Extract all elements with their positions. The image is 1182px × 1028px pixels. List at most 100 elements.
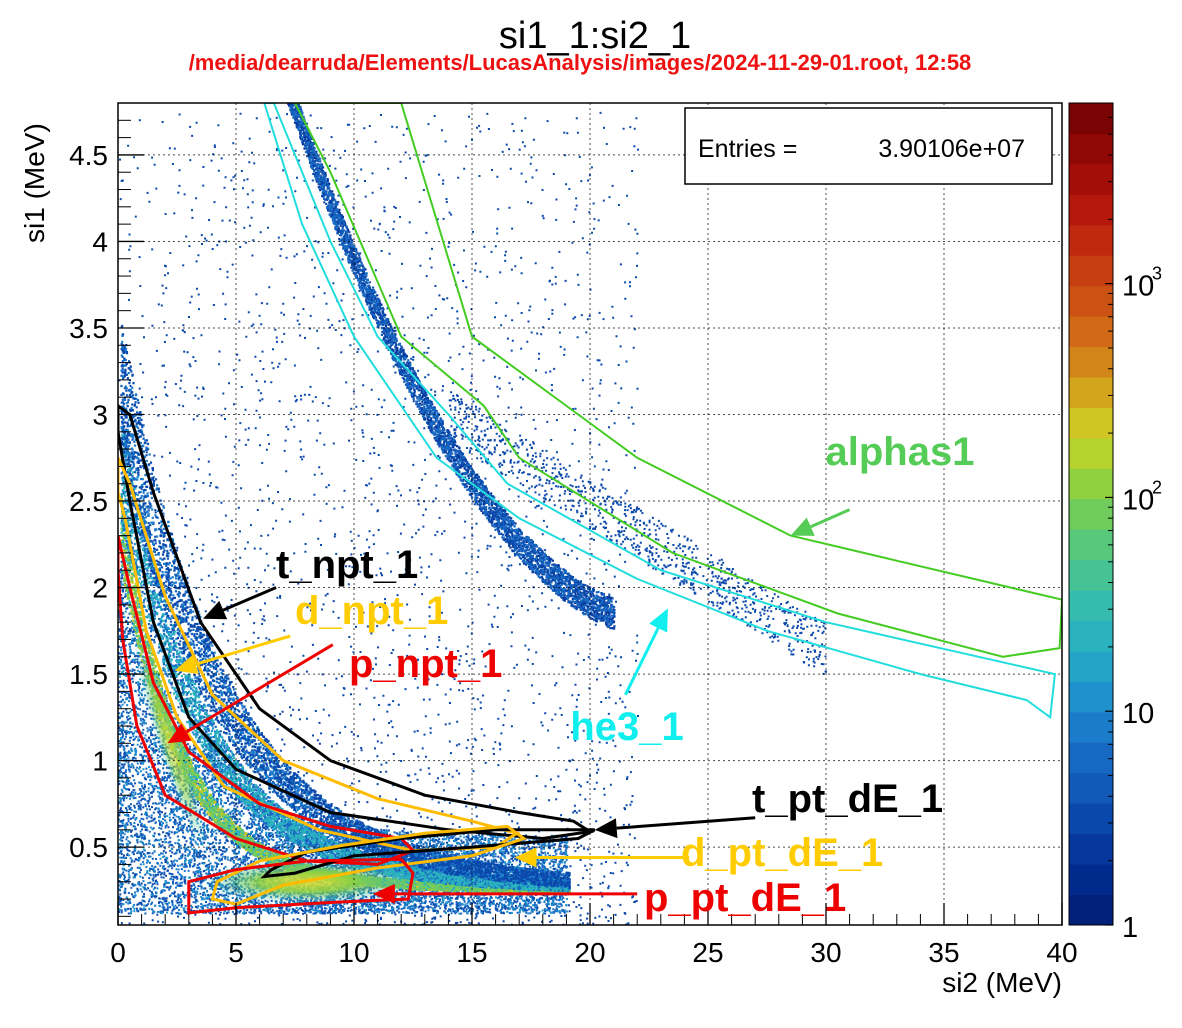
density-core-band (134, 638, 206, 848)
y-tick-label: 2.5 (69, 486, 108, 517)
stats-box-frame (684, 107, 1053, 185)
palette-swatch (1069, 346, 1113, 378)
palette-swatch (1069, 377, 1113, 408)
x-tick-label: 15 (456, 937, 487, 968)
arrowhead-p-npt-1 (167, 723, 192, 744)
cut-label-p-pt-dE-1: p_pt_dE_1 (644, 876, 846, 920)
palette-swatch (1069, 833, 1113, 865)
x-tick-label: 35 (928, 937, 959, 968)
x-tick-label: 25 (692, 937, 723, 968)
stats-entries-label: Entries = (698, 135, 797, 163)
arrow-alphas1 (810, 508, 851, 529)
palette-swatch (1069, 894, 1113, 926)
z-tick-exponent: 2 (1152, 477, 1162, 497)
chart-subtitle: /media/dearruda/Elements/LucasAnalysis/i… (189, 50, 972, 75)
arrow-d-npt-1 (195, 634, 291, 666)
arrowhead-d-npt-1 (174, 654, 199, 674)
palette-swatch (1069, 772, 1113, 804)
graphical-cuts (118, 103, 1062, 915)
y-tick-label: 4.5 (69, 140, 108, 171)
palette-frame (1068, 102, 1114, 926)
x-tick-label: 30 (810, 937, 841, 968)
palette-swatch (1069, 285, 1113, 317)
arrow-he3-1 (624, 627, 660, 696)
stats-box: Entries = 3.90106e+07 (684, 107, 1053, 185)
arrow-t-pt-dE-1 (616, 816, 756, 830)
cut-label-d-pt-dE-1: d_pt_dE_1 (681, 831, 883, 875)
x-tick-label: 20 (574, 937, 605, 968)
cut-alphas1 (293, 103, 1062, 658)
chart-title: si1_1:si2_1 (499, 15, 691, 57)
y-axis: 0.5 1 1.5 2 2.5 3 3.5 4 4.5 (69, 102, 144, 917)
stats-entries-value: 3.90106e+07 (878, 135, 1025, 163)
x-tick-label: 5 (228, 937, 244, 968)
cut-label-p-npt-1: p_npt_1 (349, 642, 502, 686)
palette-swatch (1069, 864, 1113, 896)
y-axis-label: si1 (MeV) (19, 123, 50, 243)
cut-label-he3-1: he3_1 (570, 705, 683, 749)
y-tick-label: 4 (92, 226, 108, 257)
cut-d-pt-dE-1 (210, 824, 528, 906)
palette-swatch (1069, 194, 1113, 226)
arrowhead-he3-1 (649, 608, 668, 633)
cut-p-pt-dE-1 (187, 857, 415, 915)
palette-swatch (1069, 620, 1113, 652)
arrow-p-npt-1 (185, 643, 334, 734)
cut-label-d-npt-1: d_npt_1 (295, 589, 448, 633)
palette-swatch (1069, 103, 1113, 134)
y-tick-label: 3.5 (69, 313, 108, 344)
cut-labels: alphas1 he3_1 t_npt_1d_npt_1 p_npt_1 t_pt_dE… (167, 430, 975, 920)
arrowhead-t-npt-1 (202, 600, 228, 620)
arrowhead-p-pt-dE-1 (372, 883, 395, 904)
arrow-t-npt-1 (222, 586, 277, 612)
palette-swatch (1069, 711, 1113, 743)
band-hits-1 (120, 416, 571, 893)
x-tick-label: 0 (110, 937, 126, 968)
z-tick-label: 10 (1122, 484, 1154, 516)
palette-swatch (1069, 651, 1113, 682)
density-points (448, 391, 827, 675)
palette-swatch (1069, 224, 1113, 256)
arrowhead-d-pt-dE-1 (514, 847, 537, 868)
y-tick-label: 1 (92, 746, 108, 777)
density-points (120, 416, 571, 893)
palette-swatch (1069, 437, 1113, 469)
palette-swatch (1069, 468, 1113, 500)
arrowhead-t-pt-dE-1 (594, 818, 618, 839)
palette-swatch (1069, 316, 1113, 348)
cut-he3-1 (263, 103, 1056, 720)
x-axis: 0 5 10 15 20 25 30 35 40 (110, 903, 1078, 968)
palette-swatch (1069, 559, 1113, 591)
cut-p-npt-1 (118, 535, 416, 866)
palette-swatch (1069, 407, 1113, 439)
palette-swatch (1069, 255, 1113, 287)
color-palette (1069, 103, 1113, 926)
palette-swatch (1069, 590, 1113, 622)
y-tick-label: 0.5 (69, 832, 108, 863)
cut-label-t-npt-1: t_npt_1 (276, 543, 418, 587)
y-tick-label: 3 (92, 399, 108, 430)
palette-swatch (1069, 133, 1113, 165)
x-tick-label: 40 (1046, 937, 1077, 968)
z-tick-label: 10 (1122, 698, 1154, 730)
z-tick-label: 1 (1122, 912, 1138, 944)
palette-swatch (1069, 163, 1113, 195)
cut-label-alphas1: alphas1 (826, 430, 975, 474)
palette-swatch (1069, 681, 1113, 713)
z-tick-label: 10 (1122, 271, 1154, 303)
alpha-tail-hits (448, 391, 827, 675)
z-tick-exponent: 3 (1152, 264, 1162, 284)
cut-t-pt-dE-1 (260, 828, 596, 879)
palette-swatch (1069, 498, 1113, 530)
y-tick-label: 2 (92, 573, 108, 604)
cut-label-t-pt-dE-1: t_pt_dE_1 (752, 777, 943, 821)
palette-swatch (1069, 803, 1113, 835)
arrowhead-alphas1 (790, 517, 815, 536)
x-tick-label: 10 (338, 937, 369, 968)
palette-swatch (1069, 742, 1113, 774)
y-tick-label: 1.5 (69, 659, 108, 690)
palette-swatch (1069, 529, 1113, 561)
x-axis-label: si2 (MeV) (942, 967, 1062, 998)
